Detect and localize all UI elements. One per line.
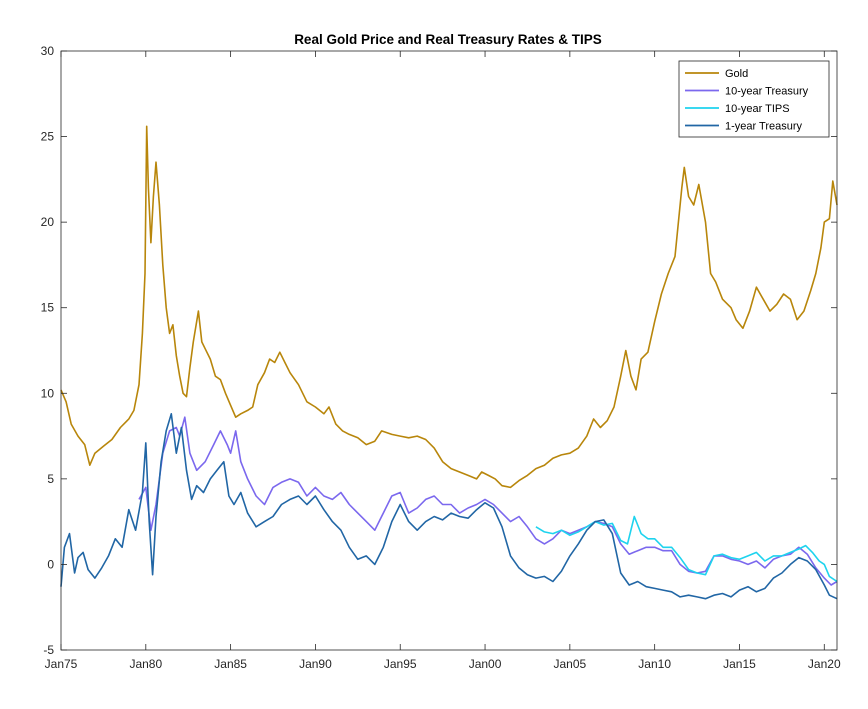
plot-area <box>60 125 838 600</box>
legend: Gold 10-year Treasury 10-year TIPS 1-year T… <box>678 60 830 138</box>
axes-box <box>60 50 838 651</box>
legend-label: 10-year TIPS <box>725 103 790 115</box>
x-tick-label: Jan95 <box>384 657 417 671</box>
legend-label: 10-year Treasury <box>725 86 809 98</box>
x-tick-label: Jan90 <box>299 657 332 671</box>
x-tick-label: Jan20 <box>808 657 841 671</box>
y-tick-label: 5 <box>47 472 54 486</box>
legend-box <box>678 60 830 138</box>
x-tick-label: Jan75 <box>45 657 78 671</box>
series-line-gold <box>60 125 838 489</box>
y-tick-label: 0 <box>47 557 54 571</box>
y-tick-label: 30 <box>41 44 55 58</box>
series-line-1-year-treasury <box>60 413 838 600</box>
y-tick-label: -5 <box>43 643 54 657</box>
series-line-10-year-tips <box>535 515 838 583</box>
y-tick-label: 15 <box>41 301 55 315</box>
y-tick-label: 10 <box>41 386 55 400</box>
legend-label: 1-year Treasury <box>725 121 803 133</box>
y-tick-label: 25 <box>41 130 55 144</box>
x-tick-label: Jan10 <box>638 657 671 671</box>
x-tick-label: Jan15 <box>723 657 756 671</box>
legend-label: Gold <box>725 68 748 80</box>
y-tick-label: 20 <box>41 215 55 229</box>
x-tick-label: Jan05 <box>554 657 587 671</box>
x-tick-label: Jan85 <box>214 657 247 671</box>
x-tick-label: Jan80 <box>129 657 162 671</box>
axes: Jan75 Jan80 Jan85 Jan90 Jan95 Jan00 Jan05 Jan10… <box>41 44 841 671</box>
chart-title: Real Gold Price and Real Treasury Rates … <box>294 32 602 47</box>
x-tick-label: Jan00 <box>469 657 502 671</box>
